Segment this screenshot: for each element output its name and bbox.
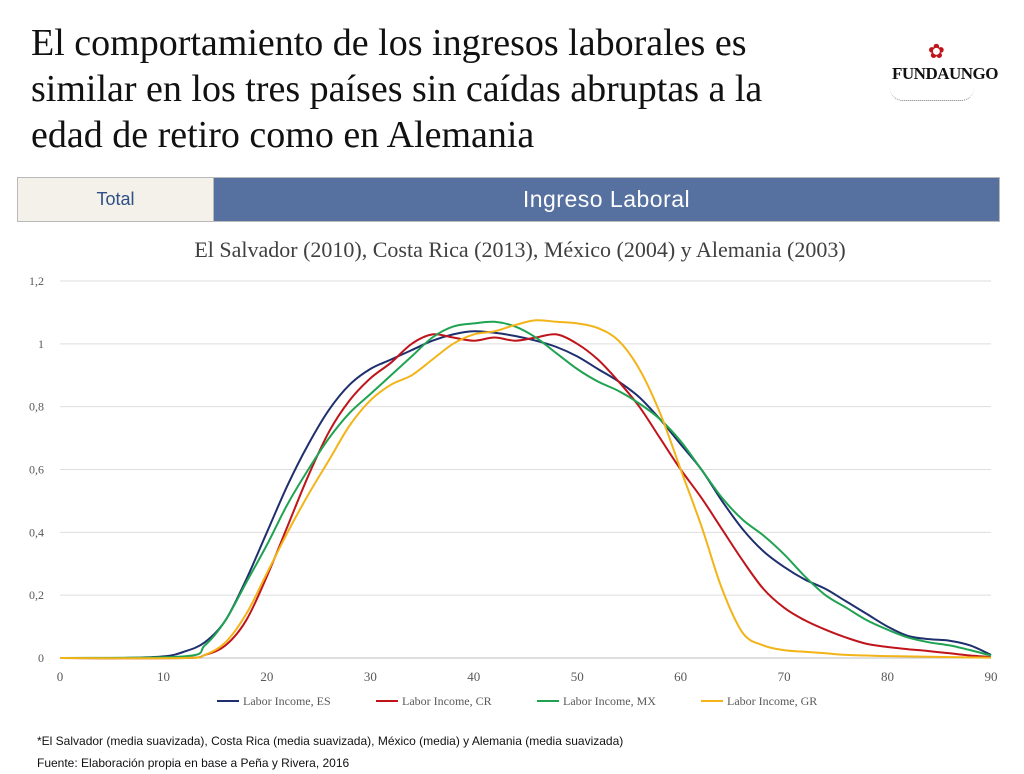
x-tick-label: 0 xyxy=(57,669,64,684)
legend-label-labor-income-gr: Labor Income, GR xyxy=(727,694,817,708)
y-axis-ticks: 0 0,2 0,4 0,6 0,8 1 1,2 xyxy=(29,274,44,665)
y-tick-label: 0,4 xyxy=(29,525,44,539)
x-tick-label: 30 xyxy=(364,669,377,684)
series-line-labor-income-es xyxy=(59,330,992,660)
source-note: Fuente: Elaboración propia en base a Peñ… xyxy=(37,756,350,770)
x-tick-label: 90 xyxy=(985,669,998,684)
x-tick-label: 40 xyxy=(467,669,480,684)
series-line-labor-income-gr xyxy=(59,319,992,660)
x-tick-label: 20 xyxy=(260,669,273,684)
x-tick-label: 70 xyxy=(778,669,791,684)
chart-title: El Salvador (2010), Costa Rica (2013), M… xyxy=(194,237,845,262)
x-tick-label: 80 xyxy=(881,669,894,684)
footnote: *El Salvador (media suavizada), Costa Ri… xyxy=(37,734,624,748)
gridlines xyxy=(60,280,991,659)
series-line-labor-income-cr xyxy=(59,333,992,660)
legend-label-labor-income-cr: Labor Income, CR xyxy=(402,694,492,708)
legend: Labor Income, ES Labor Income, CR Labor In… xyxy=(217,694,817,708)
logo-wordmark: FUNDAUNGO xyxy=(892,64,999,83)
x-tick-label: 50 xyxy=(571,669,584,684)
y-tick-label: 0,8 xyxy=(29,400,44,414)
y-tick-label: 0,2 xyxy=(29,588,44,602)
series-lines xyxy=(59,319,992,660)
x-axis-ticks: 0 10 20 30 40 50 60 70 80 90 xyxy=(57,669,998,684)
fundaungo-logo: ✿ FUNDAUNGO xyxy=(888,41,999,104)
y-tick-label: 1,2 xyxy=(29,274,44,288)
logo-cloud xyxy=(890,88,974,101)
y-tick-label: 1 xyxy=(38,337,44,351)
y-tick-label: 0,6 xyxy=(29,463,44,477)
x-tick-label: 10 xyxy=(157,669,170,684)
series-line-labor-income-mx xyxy=(59,320,992,659)
x-tick-label: 60 xyxy=(674,669,687,684)
rose-icon: ✿ xyxy=(928,41,945,63)
tab-total[interactable]: Total xyxy=(18,178,214,221)
y-tick-label: 0 xyxy=(38,651,44,665)
line-chart: El Salvador (2010), Costa Rica (2013), M… xyxy=(29,237,998,708)
headline: El comportamiento de los ingresos labora… xyxy=(31,22,763,156)
tab-bar: Total Ingreso Laboral xyxy=(17,177,1000,222)
tab-ingreso-laboral[interactable]: Ingreso Laboral xyxy=(214,178,999,221)
legend-label-labor-income-mx: Labor Income, MX xyxy=(563,694,656,708)
notes: *El Salvador (media suavizada), Costa Ri… xyxy=(37,730,623,774)
legend-label-labor-income-es: Labor Income, ES xyxy=(243,694,331,708)
